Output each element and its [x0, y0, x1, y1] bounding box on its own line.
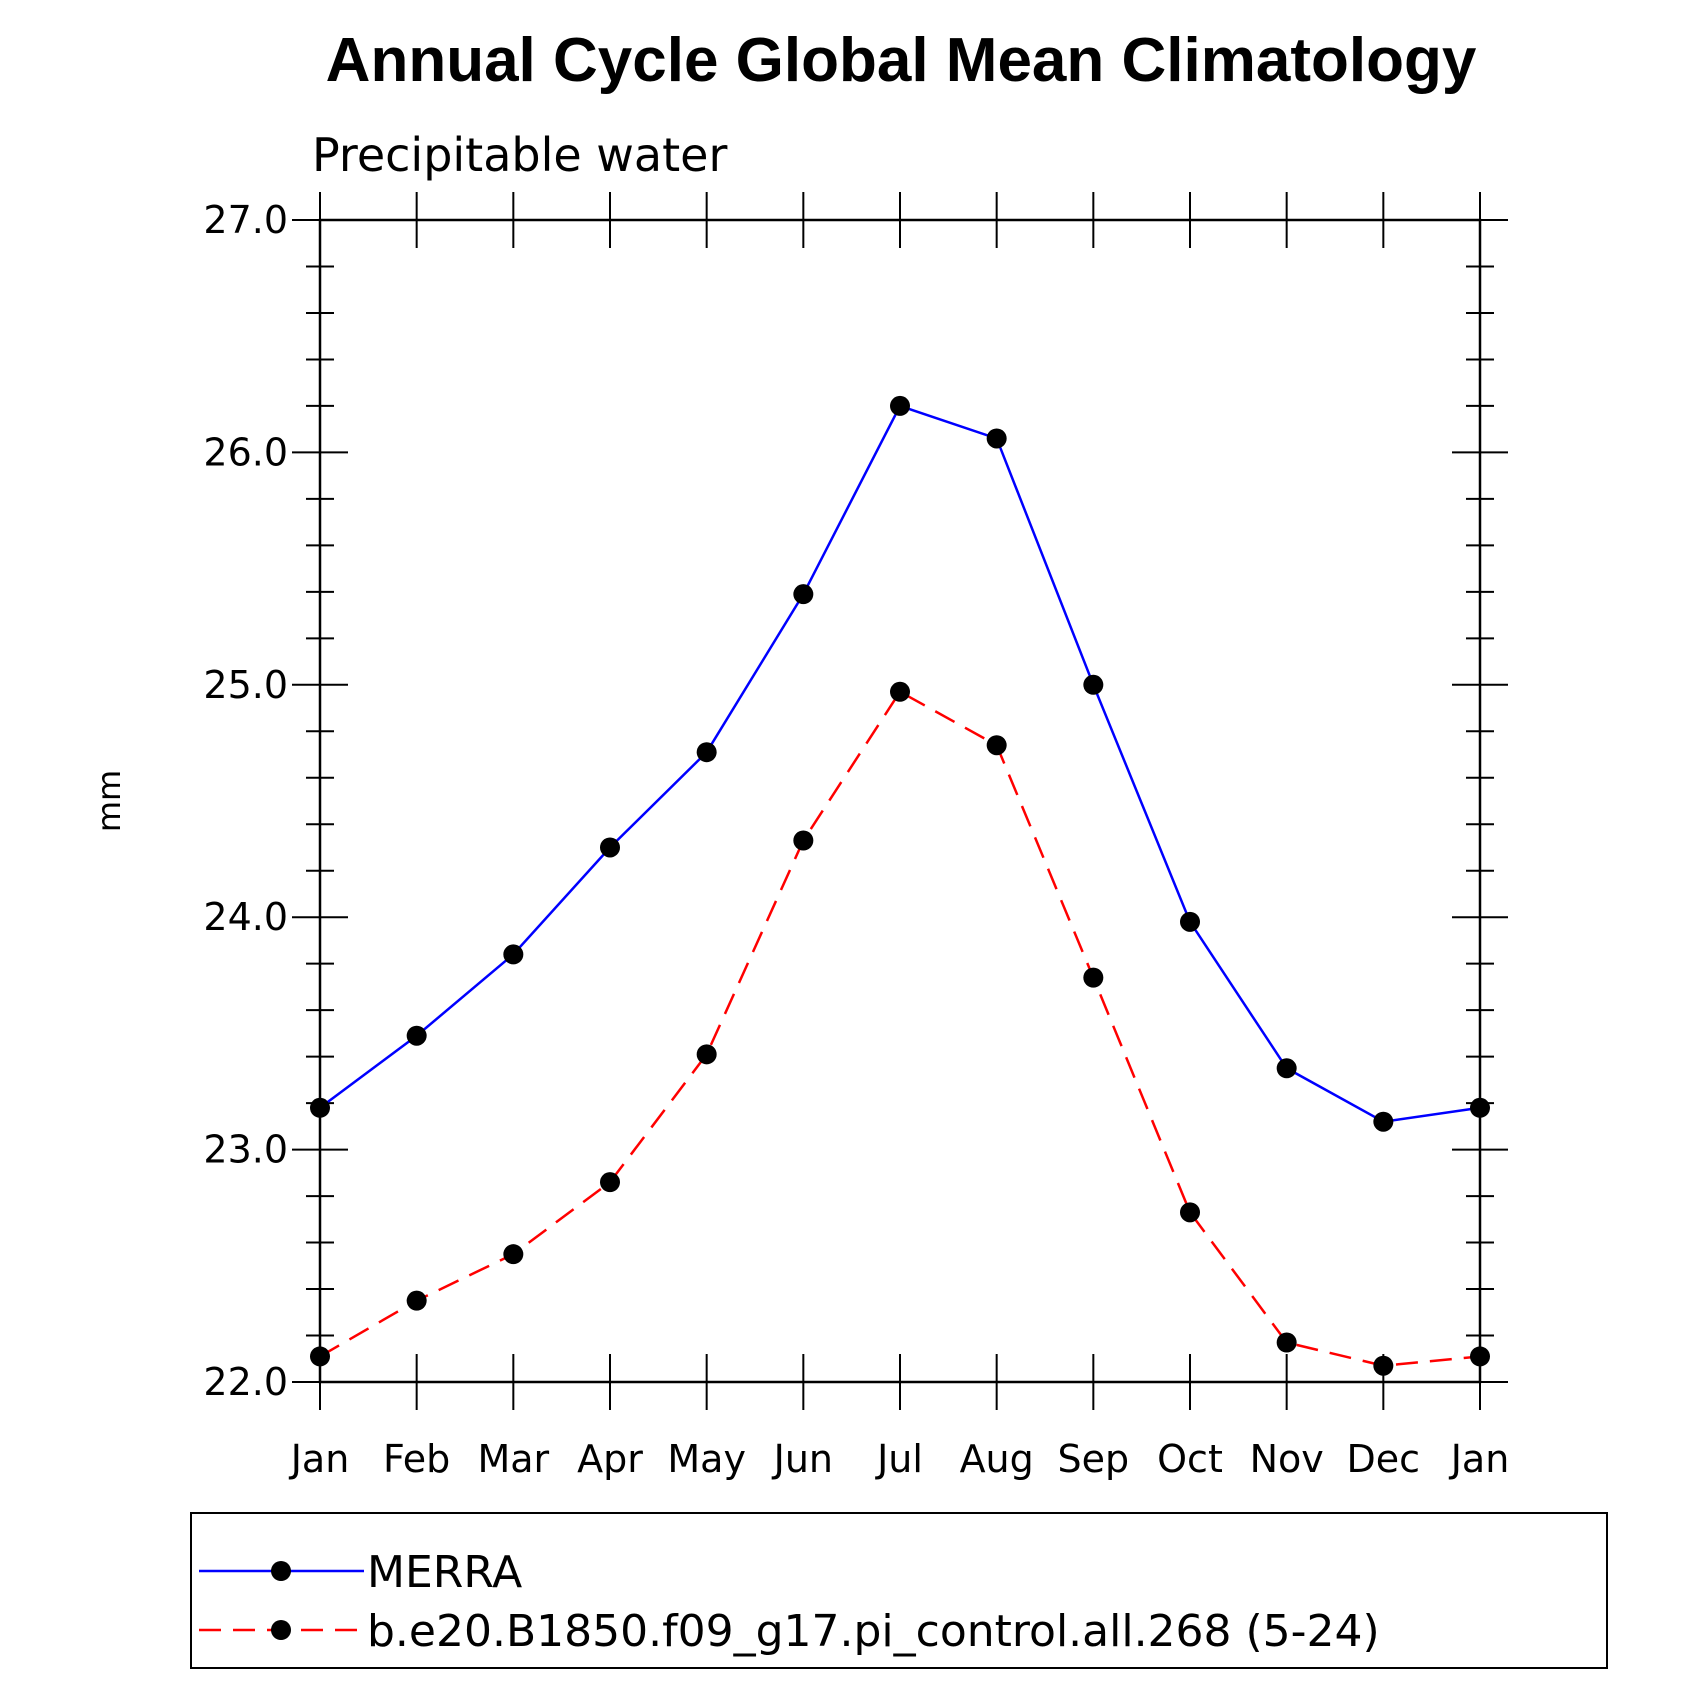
series-1-point: [310, 1097, 330, 1118]
y-tick-label: 24.0: [203, 895, 288, 939]
legend-label-1: MERRA: [367, 1547, 522, 1598]
legend-marker-1: [271, 1561, 291, 1581]
series-1-point: [793, 584, 814, 605]
series-2-point: [986, 735, 1007, 756]
series-2-point: [1276, 1332, 1297, 1353]
series-group: [310, 395, 1490, 1376]
series-1-point: [503, 944, 524, 965]
series-1-point: [1083, 674, 1104, 695]
x-tick-label: Mar: [477, 1437, 549, 1481]
chart-title: Annual Cycle Global Mean Climatology: [326, 26, 1477, 95]
x-tick-label: Sep: [1058, 1437, 1130, 1481]
chart-subtitle: Precipitable water: [312, 128, 727, 182]
y-tick-label: 23.0: [203, 1128, 288, 1172]
series-1-point: [890, 395, 910, 416]
series-1-point: [1373, 1111, 1394, 1132]
series-2-point: [1470, 1346, 1490, 1367]
y-tick-label: 22.0: [203, 1360, 288, 1404]
axes-group: 22.0 23.0 24.0 25.0 26.0 27.0 Jan Feb Mar Apr May J…: [203, 192, 1509, 1481]
y-axis-label: mm: [90, 770, 128, 832]
series-2-point: [793, 830, 814, 851]
x-tick-label: May: [667, 1437, 746, 1481]
series-2-point: [1180, 1202, 1200, 1223]
x-tick-label: Apr: [577, 1437, 643, 1481]
series-2-point: [600, 1172, 620, 1193]
y-tick-label: 26.0: [203, 430, 288, 474]
series-1-point: [1180, 911, 1200, 932]
series-2-point: [406, 1290, 427, 1311]
x-tick-label: Oct: [1157, 1437, 1223, 1481]
legend: MERRA b.e20.B1850.f09_g17.pi_control.all.…: [190, 1512, 1608, 1669]
series-2-point: [890, 681, 910, 702]
x-tick-label: Feb: [383, 1437, 450, 1481]
series-2-point: [310, 1346, 330, 1367]
y-tick-label: 27.0: [203, 198, 288, 242]
series-2-point: [503, 1244, 524, 1265]
series-1-point: [1276, 1058, 1297, 1079]
plot-frame: [318, 218, 1482, 1384]
series-line-1: [319, 404, 1481, 1124]
series-1-point: [696, 742, 717, 763]
series-1-point: [406, 1025, 427, 1046]
series-1-point: [986, 428, 1007, 449]
series-2-point: [1373, 1355, 1394, 1376]
x-tick-label: Dec: [1347, 1437, 1421, 1481]
y-tick-label: 25.0: [203, 663, 288, 707]
series-2-point: [1083, 967, 1104, 988]
x-tick-label: Jun: [772, 1437, 833, 1481]
series-line-2: [319, 690, 1481, 1367]
series-1-point: [1470, 1097, 1490, 1118]
x-tick-label: Aug: [960, 1437, 1034, 1481]
series-1-point: [600, 837, 620, 858]
x-tick-label: Jan: [1449, 1437, 1510, 1481]
x-tick-label: Nov: [1250, 1437, 1324, 1481]
x-tick-label: Jul: [875, 1437, 923, 1481]
x-tick-label: Jan: [289, 1437, 350, 1481]
legend-marker-2: [271, 1620, 291, 1640]
legend-label-2: b.e20.B1850.f09_g17.pi_control.all.268 (…: [367, 1606, 1380, 1657]
series-2-point: [696, 1044, 717, 1065]
legend-box: [190, 1512, 1608, 1669]
